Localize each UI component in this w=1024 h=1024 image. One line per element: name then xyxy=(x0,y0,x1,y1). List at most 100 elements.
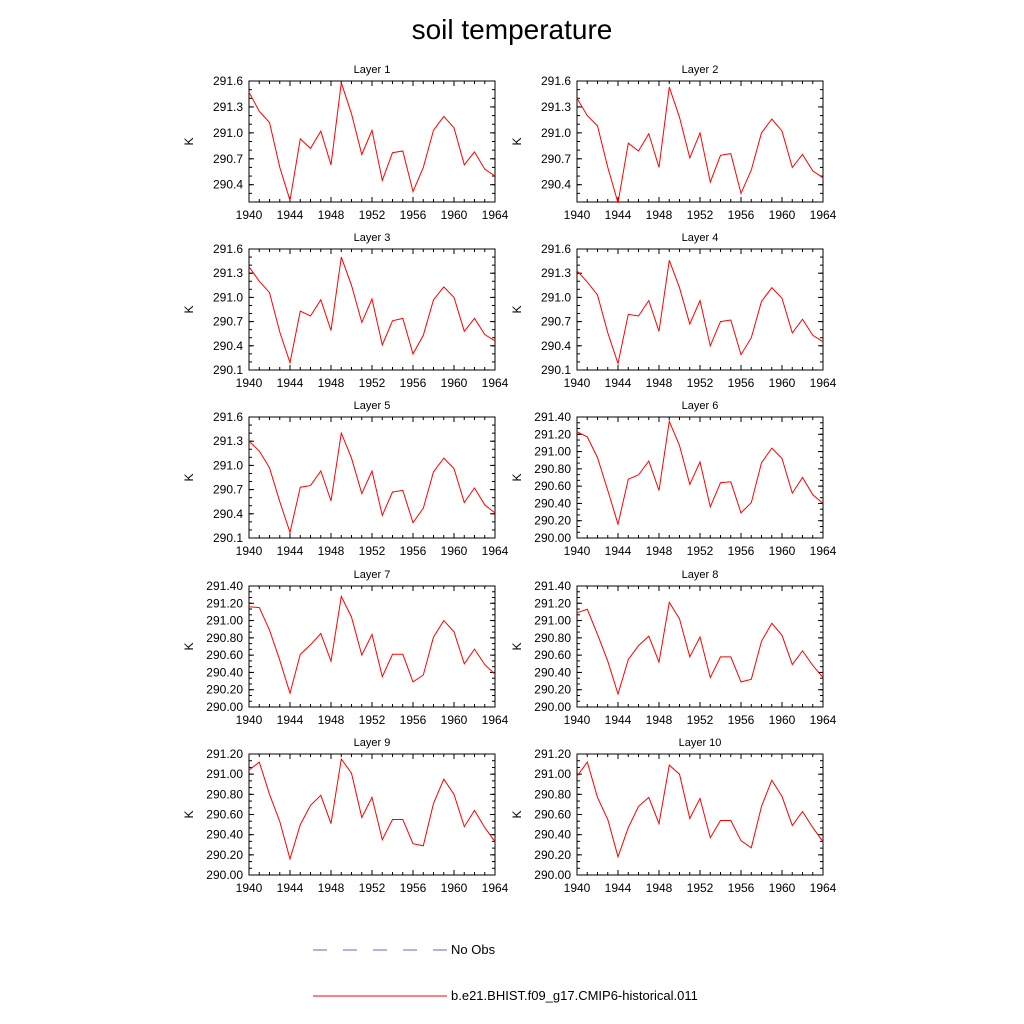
y-tick-label: 291.6 xyxy=(213,74,243,88)
y-tick-label: 290.40 xyxy=(534,665,571,679)
panel-title: Layer 7 xyxy=(354,569,391,581)
x-tick-label: 1960 xyxy=(441,376,468,390)
panel-title: Layer 2 xyxy=(682,64,719,76)
y-axis-label: K xyxy=(182,642,196,650)
y-tick-label: 290.80 xyxy=(534,462,571,476)
panel-2: Layer 2 K 1940 1944 1948 1952 1956 1960 1964 290.… xyxy=(510,64,837,222)
x-tick-label: 1940 xyxy=(564,208,591,222)
y-tick-label: 290.20 xyxy=(534,514,571,528)
x-tick-label: 1964 xyxy=(810,376,837,390)
y-tick-label: 290.7 xyxy=(541,152,571,166)
y-tick-label: 290.4 xyxy=(213,178,243,192)
x-tick-label: 1960 xyxy=(769,544,796,558)
y-tick-label: 291.0 xyxy=(213,458,243,472)
x-tick-label: 1952 xyxy=(359,376,386,390)
x-tick-label: 1956 xyxy=(728,713,755,727)
y-tick-label: 290.4 xyxy=(213,507,243,521)
x-tick-label: 1948 xyxy=(318,544,345,558)
x-tick-label: 1960 xyxy=(441,544,468,558)
series-line xyxy=(576,601,824,696)
x-tick-label: 1956 xyxy=(728,881,755,895)
x-tick-label: 1944 xyxy=(277,376,304,390)
panel-title: Layer 8 xyxy=(682,569,719,581)
y-tick-label: 290.40 xyxy=(534,496,571,510)
plot-frame xyxy=(576,416,824,539)
x-tick-label: 1944 xyxy=(605,208,632,222)
y-axis-label: K xyxy=(182,137,196,145)
x-tick-label: 1956 xyxy=(728,544,755,558)
panel-4: Layer 4 K 1940 1944 1948 1952 1956 1960 1964 290.… xyxy=(510,232,837,390)
series-line xyxy=(248,757,496,861)
y-tick-label: 291.40 xyxy=(534,410,571,424)
y-tick-label: 291.0 xyxy=(213,126,243,140)
y-axis-label: K xyxy=(510,305,524,313)
series-line xyxy=(576,760,824,859)
x-tick-label: 1960 xyxy=(441,208,468,222)
x-tick-label: 1964 xyxy=(810,713,837,727)
y-tick-label: 291.00 xyxy=(534,445,571,459)
x-tick-label: 1956 xyxy=(728,376,755,390)
y-tick-label: 290.60 xyxy=(206,808,243,822)
x-tick-label: 1952 xyxy=(687,376,714,390)
x-tick-label: 1948 xyxy=(646,544,673,558)
series-line xyxy=(576,86,824,204)
y-tick-label: 291.20 xyxy=(534,427,571,441)
y-tick-label: 290.00 xyxy=(206,700,243,714)
x-tick-label: 1952 xyxy=(687,713,714,727)
series-line xyxy=(248,256,496,365)
x-tick-label: 1956 xyxy=(400,713,427,727)
plot-frame xyxy=(248,585,496,708)
x-tick-label: 1964 xyxy=(482,713,509,727)
series-line xyxy=(576,260,824,366)
y-tick-label: 291.20 xyxy=(206,596,243,610)
panel-title: Layer 1 xyxy=(354,64,391,76)
y-axis-label: K xyxy=(182,810,196,818)
x-tick-label: 1948 xyxy=(646,376,673,390)
y-tick-label: 291.0 xyxy=(213,290,243,304)
panel-title: Layer 10 xyxy=(679,737,722,749)
x-tick-label: 1956 xyxy=(400,881,427,895)
panel-6: Layer 6 K 1940 1944 1948 1952 1956 1960 1964 290.… xyxy=(510,400,837,558)
y-tick-label: 290.80 xyxy=(206,787,243,801)
x-tick-label: 1948 xyxy=(318,376,345,390)
x-tick-label: 1964 xyxy=(482,208,509,222)
panel-10: Layer 10 K 1940 1944 1948 1952 1956 1960 1964 290… xyxy=(510,737,837,895)
x-tick-label: 1960 xyxy=(441,713,468,727)
series-line xyxy=(248,594,496,696)
y-tick-label: 291.00 xyxy=(534,614,571,628)
x-tick-label: 1944 xyxy=(277,713,304,727)
x-tick-label: 1948 xyxy=(318,208,345,222)
x-tick-label: 1964 xyxy=(810,208,837,222)
y-tick-label: 290.80 xyxy=(534,787,571,801)
plot-frame xyxy=(576,80,824,203)
y-tick-label: 290.80 xyxy=(534,631,571,645)
x-tick-label: 1952 xyxy=(359,881,386,895)
x-tick-label: 1944 xyxy=(605,544,632,558)
page-title: soil temperature xyxy=(411,14,613,45)
x-tick-label: 1944 xyxy=(605,713,632,727)
x-tick-label: 1940 xyxy=(236,713,263,727)
y-tick-label: 291.3 xyxy=(213,100,243,114)
x-tick-label: 1960 xyxy=(769,713,796,727)
y-tick-label: 291.6 xyxy=(541,242,571,256)
series-line xyxy=(248,82,496,201)
x-tick-label: 1944 xyxy=(605,376,632,390)
x-tick-label: 1964 xyxy=(482,544,509,558)
y-tick-label: 290.80 xyxy=(206,631,243,645)
panel-title: Layer 9 xyxy=(354,737,391,749)
x-tick-label: 1964 xyxy=(482,376,509,390)
y-tick-label: 290.60 xyxy=(534,648,571,662)
y-tick-label: 290.7 xyxy=(541,315,571,329)
y-tick-label: 290.7 xyxy=(213,315,243,329)
series-line xyxy=(248,431,496,535)
x-tick-label: 1948 xyxy=(646,208,673,222)
y-tick-label: 291.00 xyxy=(206,614,243,628)
x-tick-label: 1964 xyxy=(810,881,837,895)
y-tick-label: 290.20 xyxy=(534,683,571,697)
y-tick-label: 291.3 xyxy=(213,266,243,280)
plot-frame xyxy=(248,753,496,876)
y-tick-label: 291.3 xyxy=(213,434,243,448)
x-tick-label: 1940 xyxy=(564,713,591,727)
y-tick-label: 290.40 xyxy=(206,665,243,679)
